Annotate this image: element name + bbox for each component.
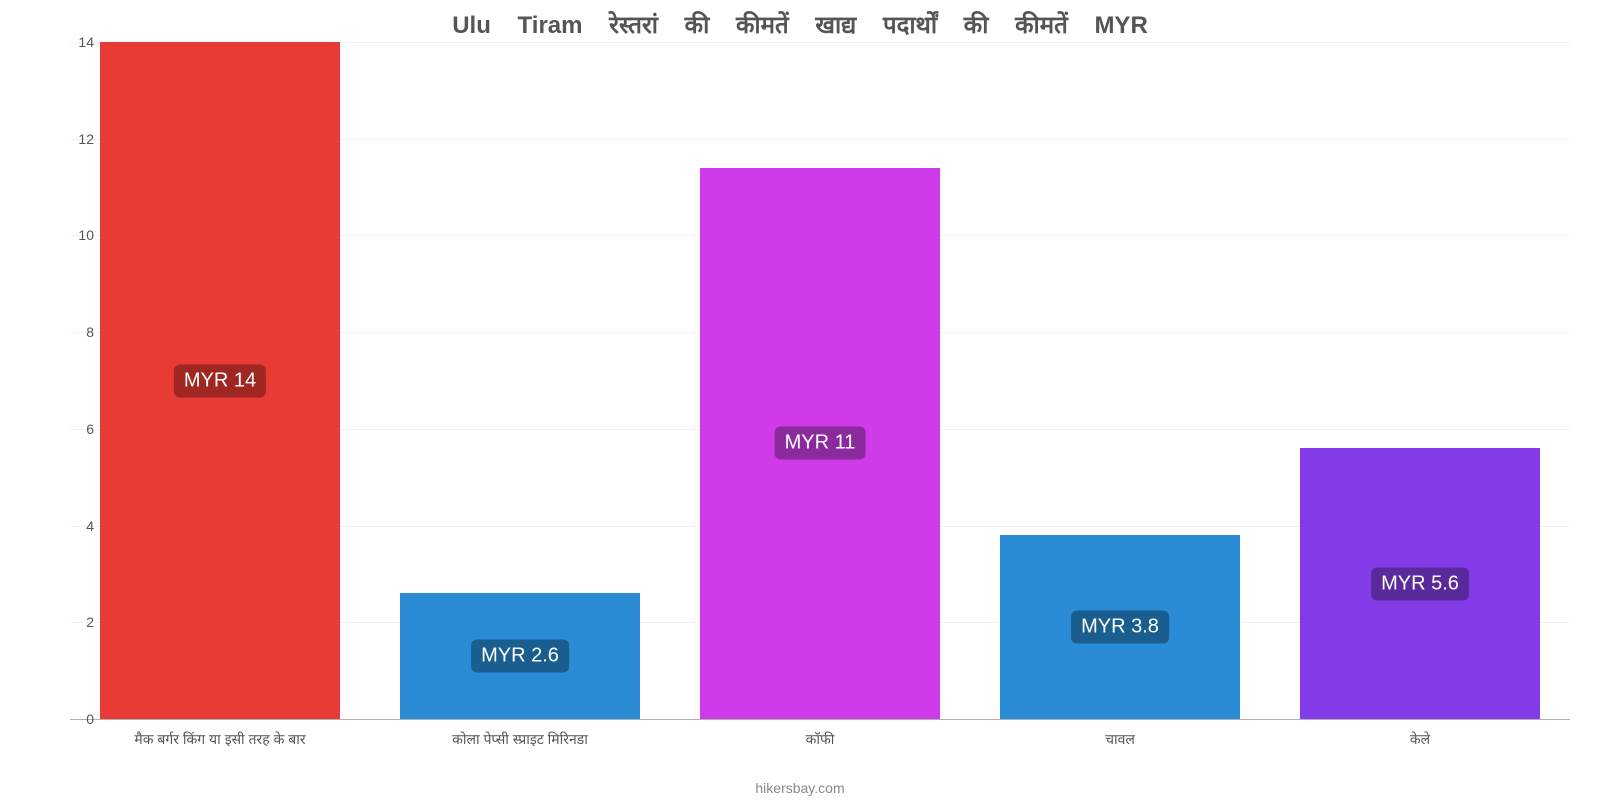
- x-tick-label: मैक बर्गर किंग या इसी तरह के बार: [70, 724, 370, 750]
- x-tick-label: कोला पेप्सी स्प्राइट मिरिनडा: [370, 724, 670, 750]
- bar: MYR 3.8: [1000, 535, 1240, 719]
- bar: MYR 11: [700, 168, 940, 719]
- chart-footer: hikersbay.com: [0, 780, 1600, 796]
- bar: MYR 14: [100, 42, 340, 719]
- x-tick-label: चावल: [970, 724, 1270, 750]
- chart-title: Ulu Tiram रेस्तरां की कीमतें खाद्य पदार्…: [0, 0, 1600, 41]
- bar-slot: MYR 3.8: [970, 42, 1270, 719]
- bar-value-label: MYR 2.6: [471, 640, 569, 673]
- y-tick-label: 14: [64, 34, 94, 50]
- x-axis-labels: मैक बर्गर किंग या इसी तरह के बारकोला पेप…: [70, 724, 1570, 750]
- bars-container: MYR 14 MYR 2.6 MYR 11 MYR 3.8 MYR 5.6: [70, 42, 1570, 719]
- y-tick-label: 6: [64, 421, 94, 437]
- y-tick-label: 12: [64, 131, 94, 147]
- x-tick-label: केले: [1270, 724, 1570, 750]
- bar: MYR 2.6: [400, 593, 640, 719]
- bar-value-label: MYR 5.6: [1371, 567, 1469, 600]
- chart-area: MYR 14MYR 2.6MYR 11MYR 3.8MYR 5.6 024681…: [40, 42, 1580, 750]
- bar: MYR 5.6: [1300, 448, 1540, 719]
- bar-slot: MYR 14: [70, 42, 370, 719]
- bar-value-label: MYR 3.8: [1071, 611, 1169, 644]
- bar-slot: MYR 2.6: [370, 42, 670, 719]
- bar-value-label: MYR 11: [775, 427, 866, 460]
- bar-slot: MYR 11: [670, 42, 970, 719]
- x-tick-label: कॉफी: [670, 724, 970, 750]
- y-tick-label: 2: [64, 614, 94, 630]
- y-tick-label: 8: [64, 324, 94, 340]
- y-tick-label: 4: [64, 518, 94, 534]
- plot-area: MYR 14MYR 2.6MYR 11MYR 3.8MYR 5.6 024681…: [70, 42, 1570, 720]
- y-tick-label: 10: [64, 227, 94, 243]
- bar-slot: MYR 5.6: [1270, 42, 1570, 719]
- bar-value-label: MYR 14: [174, 364, 266, 397]
